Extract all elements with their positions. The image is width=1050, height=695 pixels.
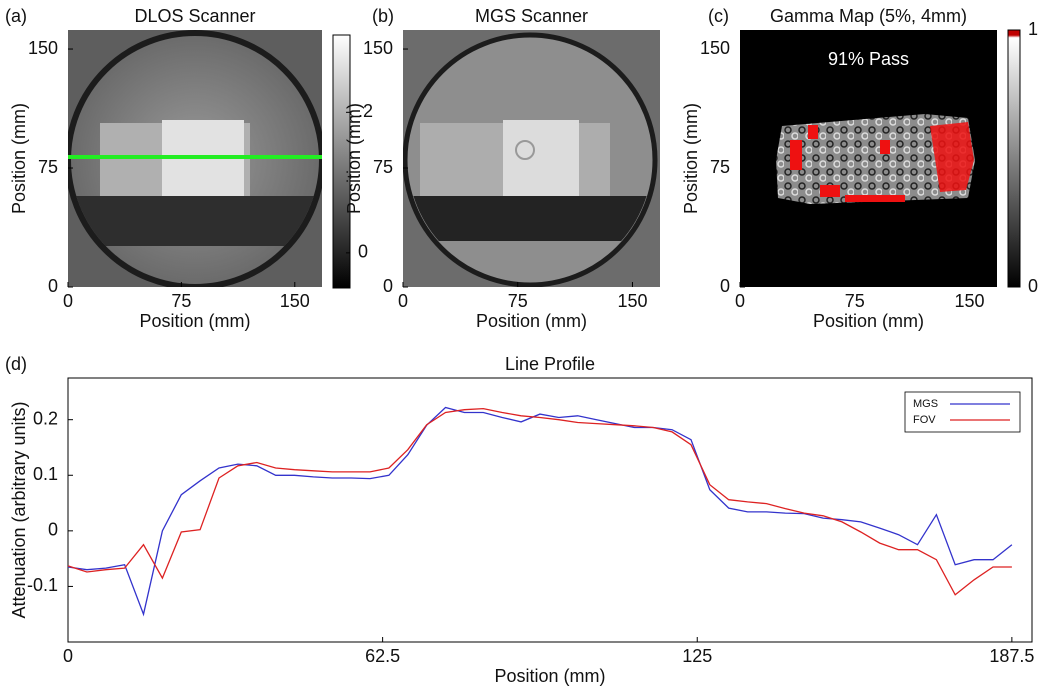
x-tick-label: 0 <box>735 291 745 311</box>
colorbar-tick-label: 0 <box>1028 276 1038 296</box>
colorbar-tick-label: 1 <box>1028 19 1038 39</box>
x-tick-label: 75 <box>171 291 191 311</box>
y-tick-label: 0.1 <box>33 464 58 484</box>
panel-label: (a) <box>5 6 27 26</box>
line-series <box>67 407 1012 596</box>
y-tick-label: 0 <box>48 276 58 296</box>
x-tick-label: 0 <box>63 291 73 311</box>
chart-title: Gamma Map (5%, 4mm) <box>770 6 967 26</box>
colorbar-tick-label: 0 <box>358 242 368 262</box>
y-tick-label: 150 <box>363 38 393 58</box>
y-tick-label: -0.1 <box>27 575 58 595</box>
chart-title: MGS Scanner <box>475 6 588 26</box>
y-tick-label: 0 <box>720 276 730 296</box>
x-tick-label: 187.5 <box>989 646 1034 666</box>
y-axis-label: Attenuation (arbitrary units) <box>9 401 29 618</box>
y-axis-label: Position (mm) <box>681 103 701 214</box>
y-tick-label: 0.2 <box>33 408 58 428</box>
panel-label: (b) <box>372 6 394 26</box>
x-tick-label: 0 <box>63 646 73 666</box>
x-axis-label: Position (mm) <box>813 311 924 331</box>
x-tick-label: 150 <box>954 291 984 311</box>
plot-frame <box>67 377 1033 643</box>
x-tick-label: 75 <box>508 291 528 311</box>
x-axis-label: Position (mm) <box>139 311 250 331</box>
image-a <box>68 30 322 287</box>
colorbar-a <box>332 34 351 289</box>
x-axis-label: Position (mm) <box>476 311 587 331</box>
x-tick-label: 75 <box>845 291 865 311</box>
y-axis-label: Position (mm) <box>9 103 29 214</box>
colorbar-tick-label: .2 <box>358 101 373 121</box>
x-axis-label: Position (mm) <box>494 666 605 686</box>
colorbar-c <box>1007 29 1021 288</box>
x-tick-label: 150 <box>280 291 310 311</box>
y-tick-label: 150 <box>700 38 730 58</box>
y-tick-label: 75 <box>38 157 58 177</box>
x-tick-label: 150 <box>617 291 647 311</box>
x-tick-label: 62.5 <box>365 646 400 666</box>
y-tick-label: 0 <box>48 520 58 540</box>
x-tick-label: 0 <box>398 291 408 311</box>
y-tick-label: 150 <box>28 38 58 58</box>
y-tick-label: 75 <box>373 157 393 177</box>
annotation: 91% Pass <box>828 49 909 69</box>
y-axis-label: Position (mm) <box>344 103 364 214</box>
panel-label: (d) <box>5 354 27 374</box>
y-tick-label: 75 <box>710 157 730 177</box>
chart-title: Line Profile <box>505 354 595 374</box>
line-series <box>67 406 1013 617</box>
image-c <box>740 30 997 287</box>
y-tick-label: 0 <box>383 276 393 296</box>
image-b <box>403 30 660 287</box>
legend-label: FOV <box>913 414 936 426</box>
panel-label: (c) <box>708 6 729 26</box>
chart-title: DLOS Scanner <box>134 6 255 26</box>
legend-label: MGS <box>913 398 938 410</box>
x-tick-label: 125 <box>682 646 712 666</box>
legend-box <box>904 391 1021 433</box>
